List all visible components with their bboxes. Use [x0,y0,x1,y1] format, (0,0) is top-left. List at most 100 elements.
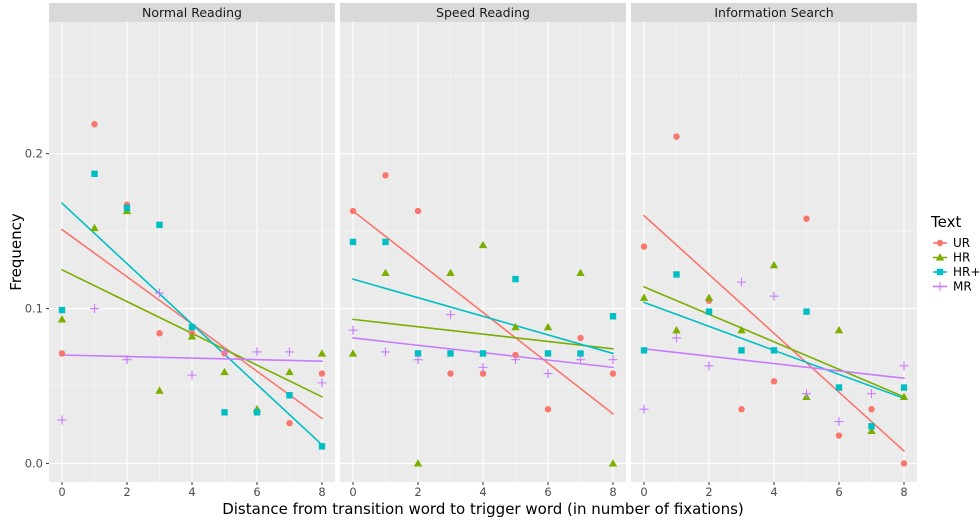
data-point-hrplus [868,423,875,430]
data-point-ur [447,370,454,377]
data-point-hr [834,326,844,334]
x-tick-label: 8 [609,485,616,499]
data-point-mr [252,347,262,357]
data-point-hrplus [318,443,326,450]
fit-line-mr [643,348,905,380]
data-point-hrplus [479,350,487,357]
data-point-mr [122,355,132,365]
data-point-hr [543,322,553,331]
data-point-hrplus [770,347,778,354]
data-point-mr [57,415,67,425]
data-point-hr [413,459,423,467]
data-point-hrplus [609,313,617,320]
data-point-hr [381,268,390,277]
legend-label: UR [953,236,970,250]
data-point-ur [868,406,875,413]
fit-line-ur [352,210,614,415]
data-point-hrplus [447,350,454,357]
data-point-hr [285,367,294,376]
x-tick-label: 2 [414,485,421,499]
data-point-ur [803,215,810,222]
data-point-hr [737,326,746,334]
data-point-hr [704,293,714,301]
data-point-mr [348,325,358,335]
data-point-hr [90,223,99,232]
strip-background [631,3,917,22]
data-point-hrplus [286,392,293,399]
data-point-hr [639,293,649,301]
data-point-hr [57,315,67,323]
data-point-hrplus [91,170,98,177]
x-tick-label: 4 [479,485,486,499]
data-point-mr [381,347,390,357]
data-point-hr [317,349,327,357]
data-point-mr [737,277,746,287]
data-point-hrplus [156,221,163,229]
legend-key-circle-icon [936,239,944,247]
panel-title: Information Search [714,5,833,20]
data-point-ur [544,406,552,413]
data-point-hr [899,392,909,400]
data-point-ur [738,406,745,413]
x-tick-label: 2 [123,485,130,499]
data-point-hrplus [640,347,648,354]
data-point-mr [608,355,618,365]
data-point-hrplus [58,306,66,314]
data-point-hrplus [544,350,552,357]
data-point-hrplus [673,271,680,278]
legend-label: HR [953,251,970,265]
data-point-ur [318,370,326,377]
data-point-mr [543,369,553,379]
data-point-mr [285,347,294,357]
fit-line-ur [643,214,905,452]
x-tick-label: 2 [705,485,712,499]
x-tick-label: 8 [318,485,325,499]
data-point-mr [90,304,99,314]
strip-background [49,3,335,22]
legend-label: MR [953,280,972,294]
fit-line-hrplus [352,278,614,355]
x-tick-label: 4 [770,485,777,499]
data-point-hrplus [512,275,519,283]
data-point-mr [704,361,714,371]
data-point-mr [899,361,909,371]
data-point-ur [58,350,66,357]
data-point-hrplus [414,350,422,357]
data-point-hrplus [221,409,228,416]
panel-title: Speed Reading [436,5,530,20]
data-point-ur [382,172,389,179]
y-tick-label: 0.2 [25,147,43,161]
data-point-hr [478,240,488,249]
data-point-mr [834,417,844,427]
data-point-mr [317,378,327,388]
data-point-ur [577,334,584,342]
panel-title: Normal Reading [142,5,242,20]
panel-1: Speed Reading 0 2 4 6 8 [340,3,626,499]
panel-2: Information Search 0 2 4 6 8 [631,3,917,499]
data-point-mr [867,389,876,399]
data-point-ur [512,351,519,359]
data-point-mr [155,288,164,298]
data-point-mr [446,310,455,320]
data-point-hrplus [738,347,745,354]
x-tick-label: 6 [544,485,551,499]
data-point-mr [802,389,811,399]
data-point-ur [479,370,487,377]
data-point-hrplus [349,238,357,246]
data-point-mr [672,333,681,343]
data-point-hrplus [253,409,261,416]
x-tick-label: 4 [188,485,195,499]
legend-label: HR+ [953,265,980,279]
x-tick-label: 0 [640,485,647,499]
data-point-hrplus [382,238,389,246]
data-point-ur [286,419,293,427]
data-point-mr [511,355,520,365]
data-point-mr [478,362,488,372]
panel-0: Normal Reading 0 2 4 6 8 [49,3,335,499]
y-tick-label: 0.1 [25,302,43,316]
data-point-hr [867,426,876,435]
data-point-hr [672,326,681,334]
